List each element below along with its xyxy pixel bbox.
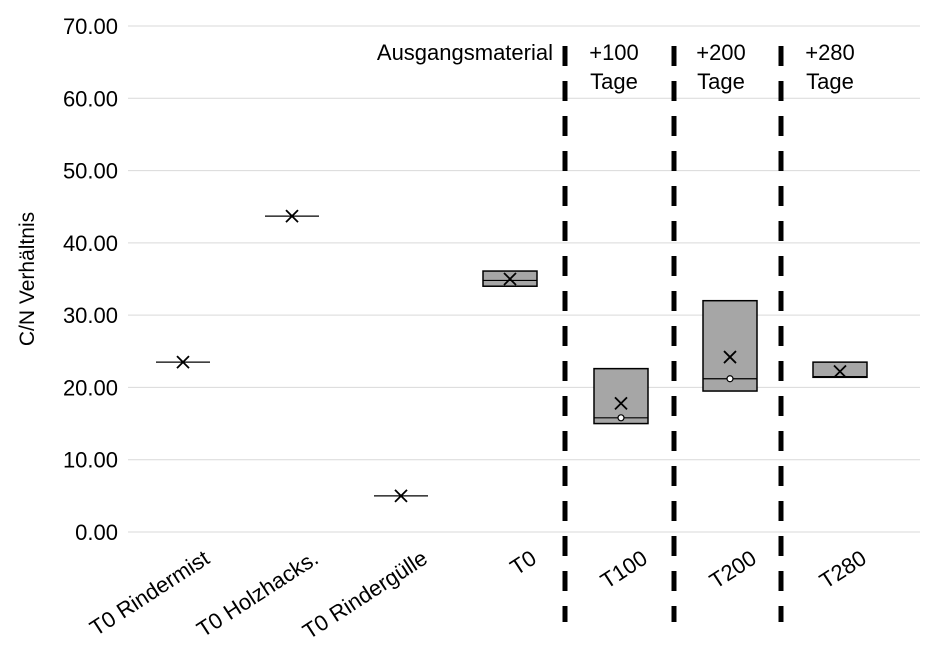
y-tick-label: 40.00 [63,231,118,256]
y-axis-label: C/N Verhältnis [16,212,39,346]
mean-marker [723,350,737,364]
mean-marker [503,272,517,286]
annotation-line: Tage [590,69,638,94]
box-t0 [482,270,538,287]
annotation-label: +100 Tage [589,40,639,94]
box-t0-rindermist [156,355,210,369]
x-tick-label: T0 Rindermist [85,545,213,641]
period-separators [562,46,784,622]
annotation-line: +100 [589,40,639,65]
y-tick-label: 10.00 [63,448,118,473]
annotations: Ausgangsmaterial +100 Tage +200 Tage +280 Tage [377,40,855,94]
annotation-line: Tage [697,69,745,94]
annotation-label: +200 Tage [696,40,746,94]
box-t0-holzhacks- [265,209,319,223]
data-point [617,414,625,422]
y-tick-label: 30.00 [63,303,118,328]
mean-marker [176,355,190,369]
gridlines [128,25,920,533]
x-tick-label: T200 [705,545,761,593]
annotation-line: Ausgangsmaterial [377,40,553,65]
mean-marker [614,396,628,410]
mean-marker [833,364,847,379]
y-tick-labels: 0.00 10.00 20.00 30.00 40.00 50.00 60.00 70.00 [63,14,118,545]
y-tick-label: 0.00 [75,520,118,545]
y-tick-label: 70.00 [63,14,118,39]
annotation-label: +280 Tage [805,40,855,94]
box-t200 [702,299,758,392]
box-t280 [812,361,868,379]
annotation-line: Tage [806,69,854,94]
annotation-line: +200 [696,40,746,65]
boxes [156,209,868,503]
mean-marker [285,209,299,223]
annotation-line: +280 [805,40,855,65]
y-tick-label: 50.00 [63,159,118,184]
annotation-label: Ausgangsmaterial [377,40,553,65]
y-tick-label: 20.00 [63,375,118,400]
data-point [726,375,734,383]
box-t100 [593,367,649,425]
x-tick-label: T280 [815,545,871,593]
x-tick-label: T100 [596,545,652,593]
box-t0-rinderg-lle [374,489,428,503]
mean-marker [394,489,408,503]
x-tick-label: T0 [506,545,541,580]
box-iqr [812,361,868,379]
y-tick-label: 60.00 [63,86,118,111]
